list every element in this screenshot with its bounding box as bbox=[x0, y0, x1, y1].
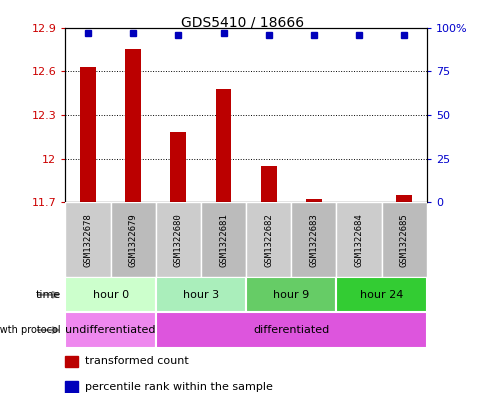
Text: GSM1322678: GSM1322678 bbox=[83, 213, 92, 266]
Bar bbox=[65, 312, 155, 348]
Bar bbox=[155, 277, 245, 312]
Text: hour 3: hour 3 bbox=[182, 290, 219, 300]
Bar bbox=[125, 50, 141, 202]
Text: GSM1322681: GSM1322681 bbox=[219, 213, 227, 266]
Text: GDS5410 / 18666: GDS5410 / 18666 bbox=[181, 16, 303, 30]
Bar bbox=[170, 132, 186, 202]
Bar bbox=[80, 67, 96, 202]
Bar bbox=[350, 202, 366, 204]
Text: percentile rank within the sample: percentile rank within the sample bbox=[85, 382, 272, 392]
Bar bbox=[305, 200, 321, 202]
Bar bbox=[336, 277, 426, 312]
Bar bbox=[200, 202, 245, 277]
Bar bbox=[245, 202, 291, 277]
Bar bbox=[381, 202, 426, 277]
Bar bbox=[291, 202, 336, 277]
Text: GSM1322684: GSM1322684 bbox=[354, 213, 363, 266]
Bar bbox=[215, 89, 231, 202]
Text: hour 24: hour 24 bbox=[359, 290, 403, 300]
Text: GSM1322679: GSM1322679 bbox=[128, 213, 137, 266]
Text: GSM1322682: GSM1322682 bbox=[264, 213, 272, 266]
Text: GSM1322683: GSM1322683 bbox=[309, 213, 318, 266]
Text: transformed count: transformed count bbox=[85, 356, 189, 366]
Text: GSM1322685: GSM1322685 bbox=[399, 213, 408, 266]
Bar bbox=[65, 356, 78, 367]
Text: hour 9: hour 9 bbox=[272, 290, 309, 300]
Bar bbox=[65, 277, 155, 312]
Bar bbox=[155, 202, 200, 277]
Bar bbox=[260, 166, 276, 202]
Bar bbox=[155, 312, 426, 348]
Text: time: time bbox=[35, 290, 60, 300]
Bar bbox=[336, 202, 381, 277]
Text: GSM1322680: GSM1322680 bbox=[174, 213, 182, 266]
Text: hour 0: hour 0 bbox=[92, 290, 128, 300]
Bar bbox=[110, 202, 155, 277]
Text: differentiated: differentiated bbox=[253, 325, 329, 335]
Text: growth protocol: growth protocol bbox=[0, 325, 60, 335]
Bar bbox=[395, 195, 411, 202]
Bar bbox=[245, 277, 336, 312]
Bar bbox=[65, 202, 110, 277]
Text: undifferentiated: undifferentiated bbox=[65, 325, 155, 335]
Bar bbox=[65, 381, 78, 393]
